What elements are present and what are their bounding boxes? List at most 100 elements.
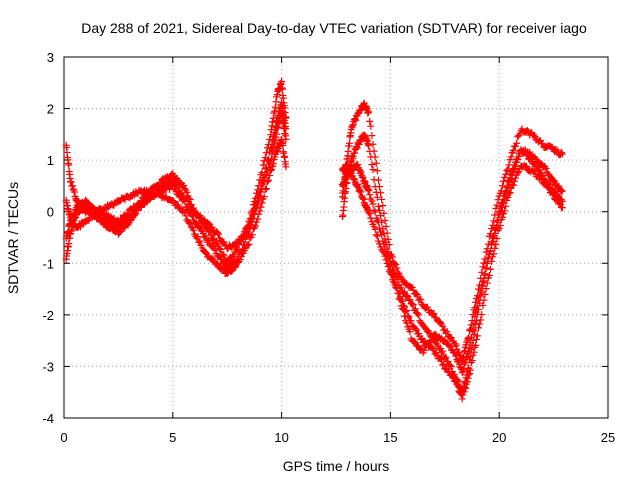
- data-point: [245, 240, 253, 248]
- data-point: [231, 264, 239, 272]
- data-point: [471, 313, 479, 321]
- data-point: [531, 159, 539, 167]
- data-point: [496, 208, 504, 216]
- data-point: [366, 147, 374, 155]
- data-point: [369, 200, 377, 208]
- data-point: [411, 325, 419, 333]
- data-point: [262, 185, 270, 193]
- data-point: [466, 370, 474, 378]
- data-point: [478, 281, 486, 289]
- data-point: [464, 374, 472, 382]
- data-point: [180, 182, 188, 190]
- data-point: [493, 201, 501, 209]
- data-point: [430, 310, 438, 318]
- y-tick-label: 3: [47, 50, 54, 65]
- data-point: [515, 152, 523, 160]
- data-point: [376, 224, 384, 232]
- series-track-b: [62, 110, 290, 272]
- data-point: [485, 251, 493, 259]
- data-point: [446, 343, 454, 351]
- data-point: [480, 274, 488, 282]
- data-point: [270, 132, 278, 140]
- data-point: [502, 171, 510, 179]
- data-point: [370, 206, 378, 214]
- data-point: [493, 222, 501, 230]
- data-point: [500, 199, 508, 207]
- data-point: [259, 174, 267, 182]
- data-point: [201, 232, 209, 240]
- data-point: [355, 140, 363, 148]
- data-point: [70, 210, 78, 218]
- y-tick-label: 2: [47, 102, 54, 117]
- data-point: [365, 142, 373, 150]
- data-point: [476, 291, 484, 299]
- series-track-e: [339, 99, 566, 365]
- data-point: [188, 212, 196, 220]
- data-point: [475, 324, 483, 332]
- data-point: [269, 160, 277, 168]
- data-point: [484, 255, 492, 263]
- data-point: [510, 166, 518, 174]
- data-point: [539, 140, 547, 148]
- data-point: [394, 290, 402, 298]
- data-point: [368, 197, 376, 205]
- data-point: [266, 172, 274, 180]
- data-point: [360, 195, 368, 203]
- data-point: [170, 197, 178, 205]
- data-point: [237, 253, 245, 261]
- data-point: [473, 332, 481, 340]
- data-point: [365, 187, 373, 195]
- data-point: [267, 144, 275, 152]
- data-point: [278, 77, 286, 85]
- data-point: [117, 227, 125, 235]
- data-point: [501, 195, 509, 203]
- data-point: [373, 167, 381, 175]
- data-point: [257, 182, 265, 190]
- data-point: [220, 238, 228, 246]
- data-point: [463, 353, 471, 361]
- y-tick-label: -3: [42, 359, 54, 374]
- data-point: [197, 226, 205, 234]
- data-point: [403, 319, 411, 327]
- data-point: [70, 209, 78, 217]
- data-point: [217, 245, 225, 253]
- data-point: [261, 165, 269, 173]
- data-point: [507, 153, 515, 161]
- data-point: [365, 208, 373, 216]
- data-point: [399, 306, 407, 314]
- data-point: [477, 316, 485, 324]
- chart-title: Day 288 of 2021, Sidereal Day-to-day VTE…: [81, 20, 587, 36]
- data-point: [269, 136, 277, 144]
- data-point: [488, 241, 496, 249]
- data-point: [193, 234, 201, 242]
- data-point: [267, 165, 275, 173]
- x-tick-label: 5: [169, 430, 176, 445]
- data-point: [452, 352, 460, 360]
- data-point: [272, 123, 280, 131]
- data-point: [482, 265, 490, 273]
- data-point: [557, 149, 565, 157]
- y-tick-label: -1: [42, 256, 54, 271]
- x-axis-label: GPS time / hours: [283, 458, 390, 474]
- data-point: [398, 305, 406, 313]
- data-point: [266, 148, 274, 156]
- data-point: [557, 196, 565, 204]
- data-point: [352, 116, 360, 124]
- data-point: [506, 176, 514, 184]
- data-point: [473, 305, 481, 313]
- data-point: [365, 108, 373, 116]
- data-point: [485, 271, 493, 279]
- data-point: [385, 261, 393, 269]
- data-point: [483, 279, 491, 287]
- data-point: [409, 286, 417, 294]
- data-point: [464, 349, 472, 357]
- data-point: [246, 218, 254, 226]
- data-point: [174, 201, 182, 209]
- data-points: [62, 77, 566, 403]
- x-tick-label: 10: [274, 430, 288, 445]
- data-point: [260, 193, 268, 201]
- data-point: [228, 267, 236, 275]
- data-point: [460, 388, 468, 396]
- data-point: [502, 202, 510, 210]
